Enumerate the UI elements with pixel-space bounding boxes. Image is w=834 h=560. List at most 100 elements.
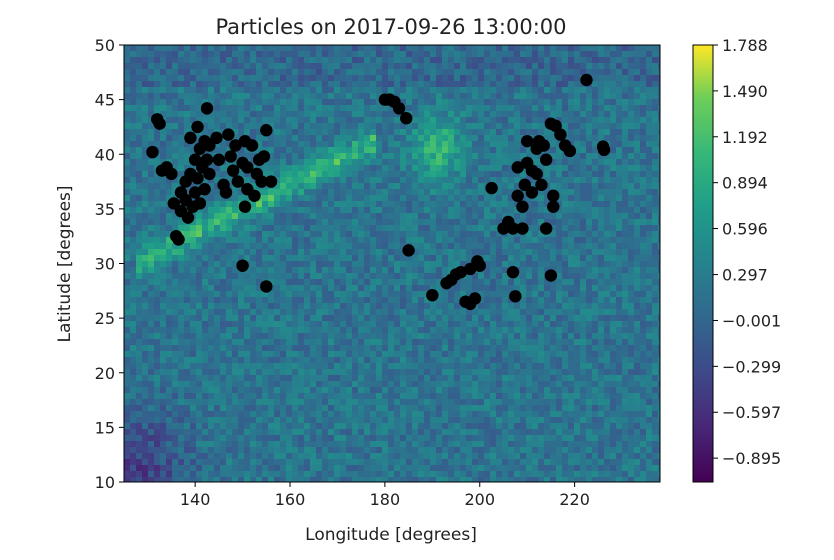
heatmap-cell-2737 [346, 225, 353, 232]
heatmap-cell-615 [574, 81, 581, 88]
heatmap-cell-4209 [538, 321, 545, 328]
heatmap-cell-3756 [520, 291, 527, 298]
heatmap-cell-3271 [310, 261, 317, 268]
heatmap-cell-529 [598, 75, 605, 82]
heatmap-cell-1325 [514, 129, 521, 136]
heatmap-cell-2264 [208, 195, 215, 202]
heatmap-cell-2997 [286, 243, 293, 250]
heatmap-cell-2138 [532, 183, 539, 190]
heatmap-cell-4888 [292, 369, 299, 376]
heatmap-cell-19 [238, 45, 245, 52]
heatmap-cell-2034 [448, 177, 455, 184]
heatmap-cell-3796 [220, 297, 227, 304]
heatmap-cell-1043 [442, 111, 449, 118]
heatmap-cell-411 [430, 69, 437, 76]
heatmap-cell-1875 [574, 165, 581, 172]
heatmap-cell-643 [202, 87, 209, 94]
heatmap-cell-1357 [166, 135, 173, 142]
heatmap-cell-2820 [304, 231, 311, 238]
heatmap-cell-1130 [424, 117, 431, 124]
heatmap-cell-2806 [220, 231, 227, 238]
heatmap-cell-3369 [358, 267, 365, 274]
heatmap-cell-1070 [604, 111, 611, 118]
heatmap-cell-4271 [370, 327, 377, 334]
heatmap-cell-3123 [502, 249, 509, 256]
heatmap-cell-2974 [148, 243, 155, 250]
heatmap-cell-2190 [304, 189, 311, 196]
heatmap-cell-4312 [616, 327, 623, 334]
heatmap-cell-509 [478, 75, 485, 82]
heatmap-cell-1718 [172, 159, 179, 166]
heatmap-cell-1529 [658, 141, 660, 148]
heatmap-cell-567 [286, 81, 293, 88]
heatmap-cell-1799 [658, 159, 660, 166]
heatmap-cell-3634 [328, 285, 335, 292]
heatmap-cell-3509 [658, 273, 660, 280]
heatmap-cell-3328 [652, 261, 659, 268]
heatmap-cell-949 [418, 105, 425, 112]
heatmap-cell-3672 [556, 285, 563, 292]
heatmap-cell-3678 [592, 285, 599, 292]
heatmap-cell-3712 [256, 291, 263, 298]
heatmap-cell-3346 [220, 267, 227, 274]
heatmap-cell-3079 [238, 249, 245, 256]
heatmap-cell-1955 [514, 171, 521, 178]
heatmap-cell-1 [130, 45, 137, 52]
heatmap-cell-1213 [382, 123, 389, 130]
heatmap-cell-2827 [346, 231, 353, 238]
heatmap-cell-837 [286, 99, 293, 106]
heatmap-cell-226 [400, 57, 407, 64]
heatmap-cell-1265 [154, 129, 161, 136]
heatmap-cell-2667 [466, 219, 473, 226]
heatmap-cell-2914 [328, 237, 335, 244]
heatmap-cell-2187 [286, 189, 293, 196]
heatmap-cell-3650 [424, 285, 431, 292]
heatmap-cell-634 [148, 87, 155, 94]
heatmap-cell-2808 [232, 231, 239, 238]
heatmap-cell-2383 [382, 201, 389, 208]
heatmap-cell-1083 [142, 117, 149, 124]
heatmap-cell-2212 [436, 189, 443, 196]
heatmap-cell-3915 [394, 303, 401, 310]
heatmap-cell-4476 [520, 339, 527, 346]
heatmap-cell-67 [526, 45, 533, 52]
heatmap-cell-1490 [424, 141, 431, 148]
heatmap-cell-4613 [262, 351, 269, 358]
heatmap-cell-1412 [496, 135, 503, 142]
heatmap-cell-3025 [454, 243, 461, 250]
heatmap-cell-513 [502, 75, 509, 82]
heatmap-cell-1191 [250, 123, 257, 130]
heatmap-cell-2243 [622, 189, 629, 196]
heatmap-cell-4160 [244, 321, 251, 328]
heatmap-cell-1669 [418, 153, 425, 160]
heatmap-cell-4873 [202, 369, 209, 376]
heatmap-cell-1568 [352, 147, 359, 154]
heatmap-cell-1050 [484, 111, 491, 118]
heatmap-cell-3778 [652, 291, 659, 298]
heatmap-cell-4698 [232, 357, 239, 364]
heatmap-cell-1881 [610, 165, 617, 172]
heatmap-cell-4558 [472, 345, 479, 352]
heatmap-cell-569 [298, 81, 305, 88]
heatmap-cell-2880 [124, 237, 131, 244]
heatmap-cell-4285 [454, 327, 461, 334]
heatmap-cell-2662 [436, 219, 443, 226]
heatmap-cell-4207 [526, 321, 533, 328]
heatmap-cell-1087 [166, 117, 173, 124]
heatmap-cell-4512 [196, 345, 203, 352]
heatmap-cell-333 [502, 63, 509, 70]
heatmap-cell-3880 [184, 303, 191, 310]
heatmap-cell-1621 [130, 153, 137, 160]
heatmap-cell-2610 [124, 219, 131, 226]
heatmap-cell-1288 [292, 129, 299, 136]
heatmap-cell-454 [148, 75, 155, 82]
heatmap-cell-4686 [160, 357, 167, 364]
heatmap-cell-1152 [556, 117, 563, 124]
heatmap-cell-3899 [298, 303, 305, 310]
heatmap-cell-4880 [244, 369, 251, 376]
heatmap-cell-297 [286, 63, 293, 70]
heatmap-cell-3356 [280, 267, 287, 274]
heatmap-cell-604 [508, 81, 515, 88]
heatmap-cell-1831 [310, 165, 317, 172]
heatmap-cell-2987 [226, 243, 233, 250]
